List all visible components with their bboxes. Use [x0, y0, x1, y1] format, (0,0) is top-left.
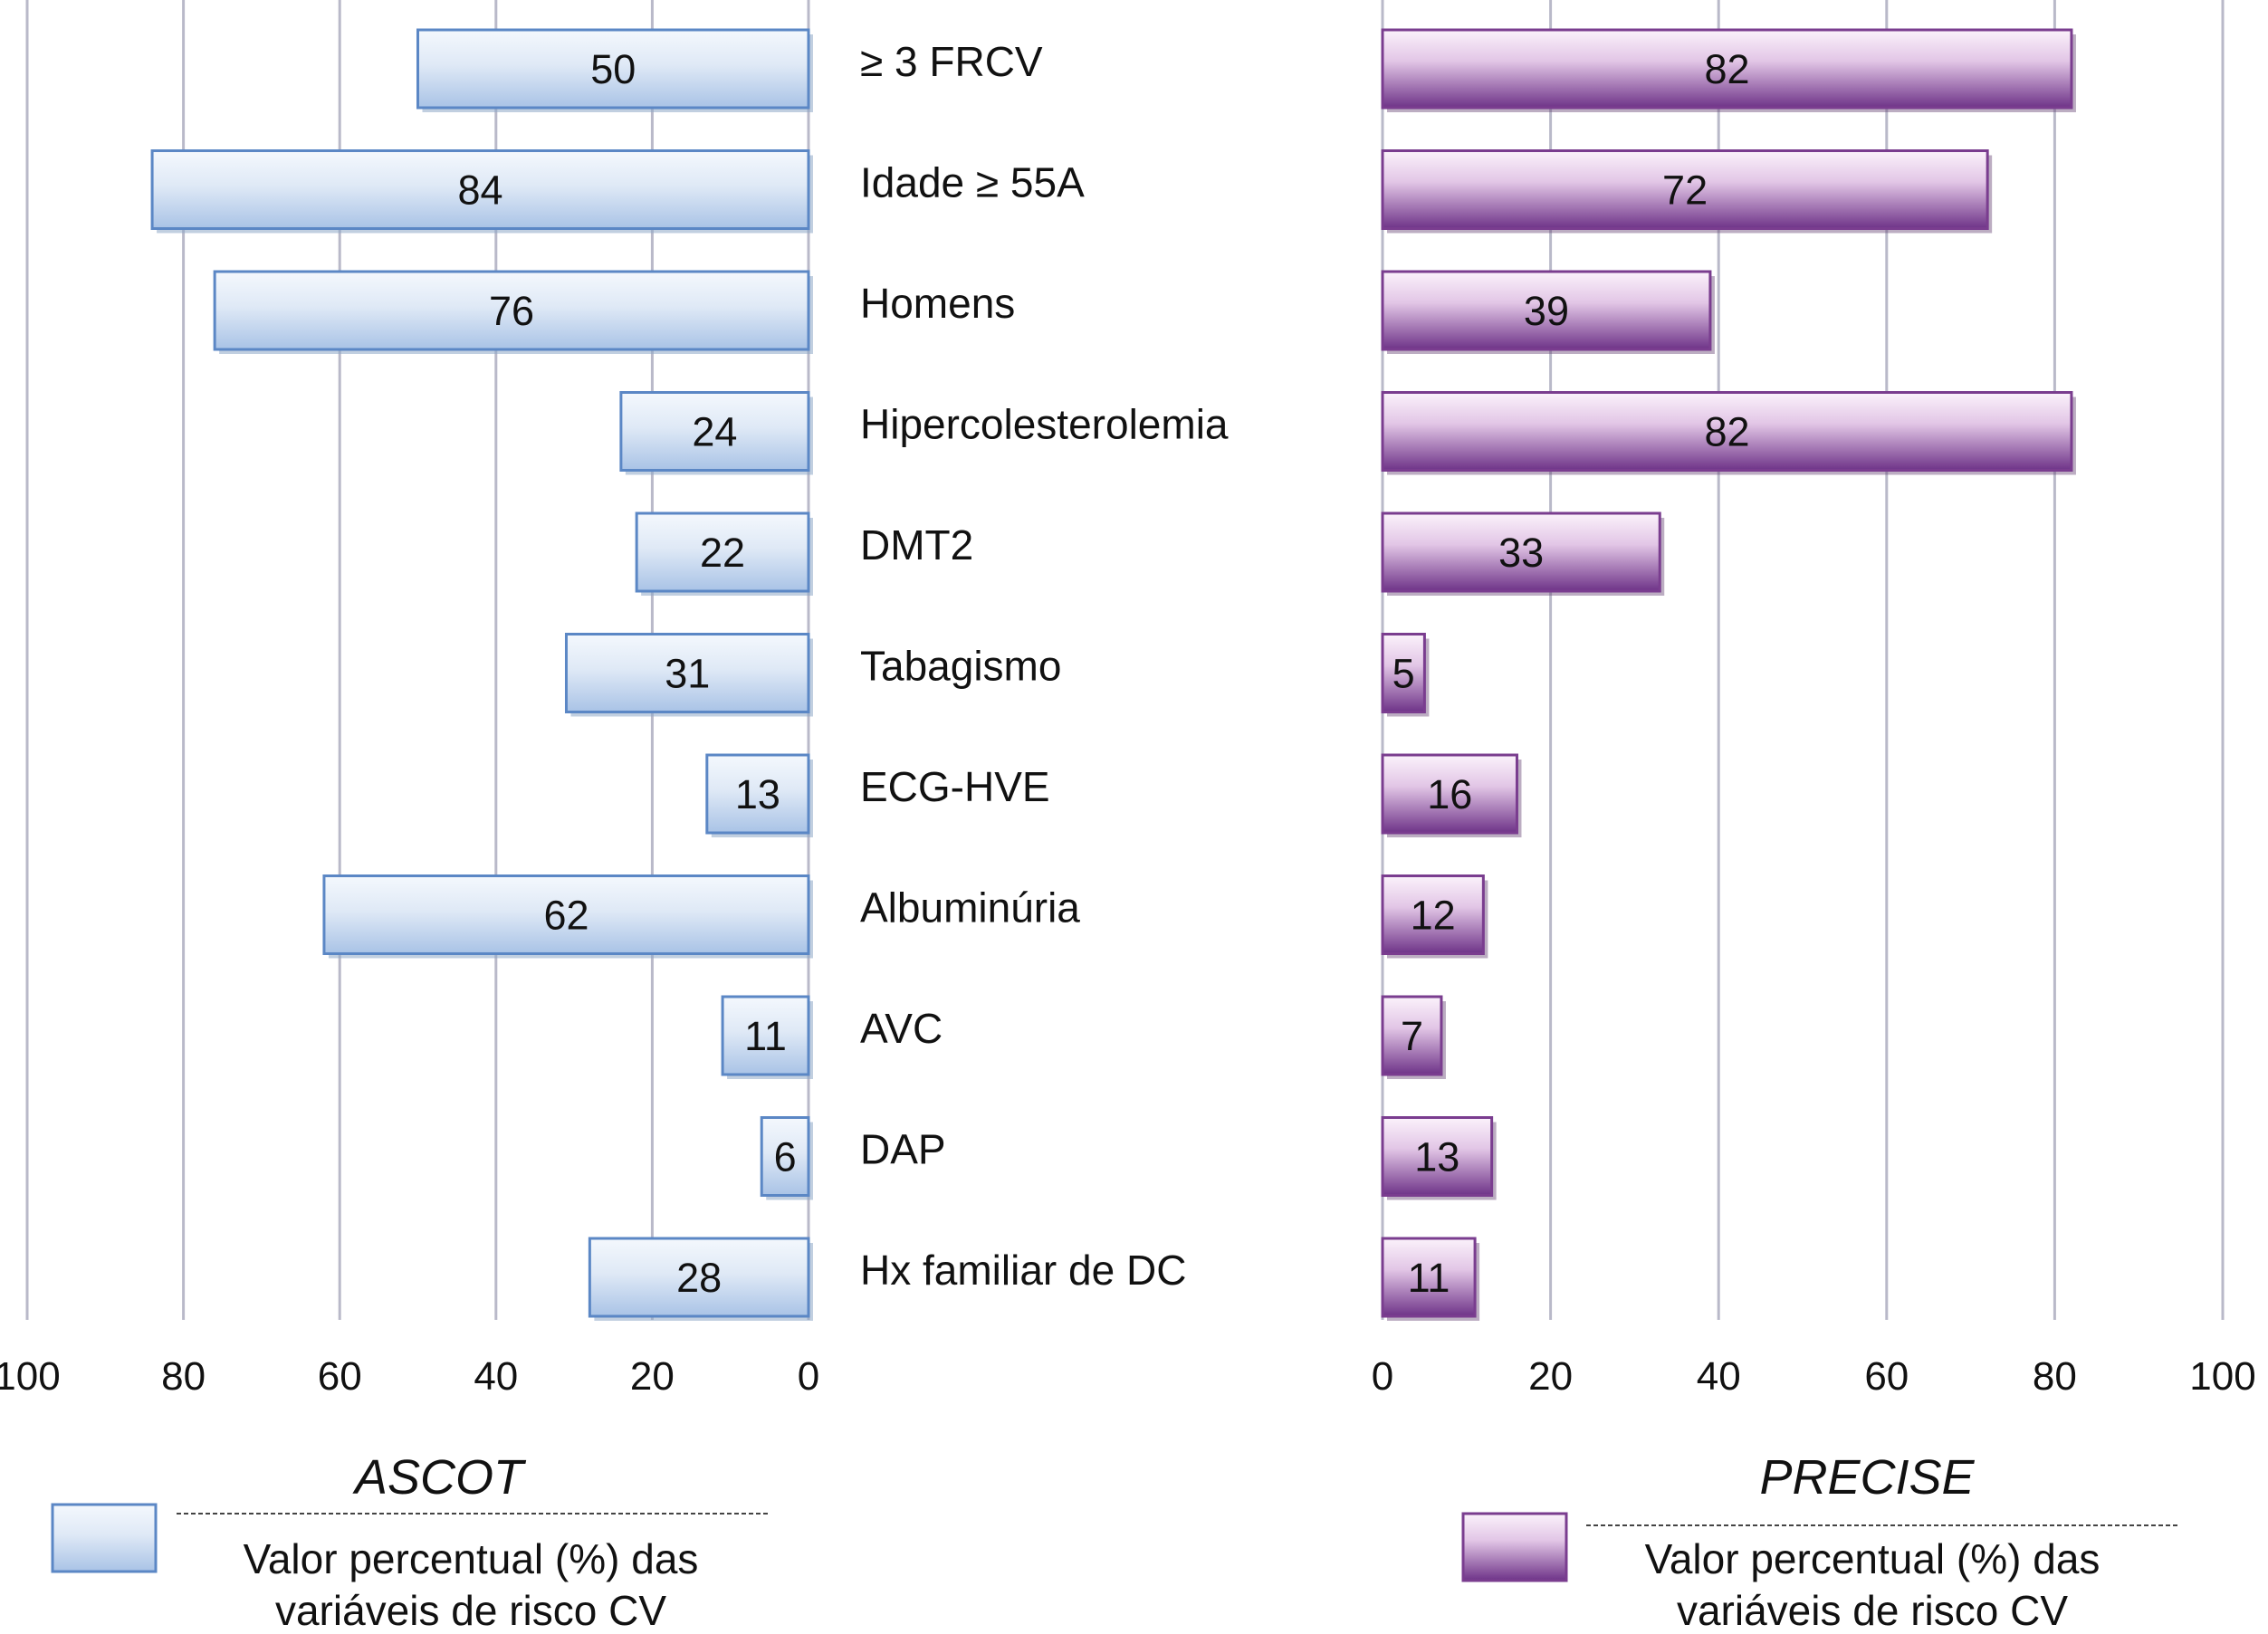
- ascot-bar-row-5: [635, 511, 810, 593]
- ascot-value-label-row-5: 22: [700, 530, 745, 576]
- ascot-value-label-row-8: 62: [543, 893, 589, 939]
- left-tick-label-20: 20: [630, 1354, 675, 1399]
- precise-bar-row-9: [1381, 995, 1443, 1076]
- precise-bars: 82 72 39 82 33 5 16 12 7 13 11: [1381, 28, 2076, 1321]
- category-label-row-4: Hipercolesterolemia: [860, 401, 1229, 448]
- precise-bar-row-5: [1381, 511, 1661, 593]
- legend-ascot-line2: variáveis de risco CV: [275, 1587, 666, 1634]
- legend-precise-title: PRECISE: [1759, 1450, 1975, 1505]
- precise-value-label-row-3: 39: [1524, 288, 1569, 334]
- category-label-row-8: Albuminúria: [860, 884, 1080, 932]
- ascot-bar-row-8: [322, 874, 810, 955]
- ascot-bar-row-4: [619, 391, 810, 472]
- category-label-row-5: DMT2: [860, 521, 973, 569]
- precise-value-label-row-8: 12: [1411, 893, 1456, 939]
- left-tick-label-0: 0: [798, 1354, 819, 1399]
- category-label-row-7: ECG-HVE: [860, 763, 1050, 810]
- ascot-value-label-row-11: 28: [676, 1255, 722, 1301]
- legend-ascot-swatch: [51, 1503, 158, 1573]
- legend-precise-line2: variáveis de risco CV: [1677, 1587, 2068, 1634]
- legend-precise: PRECISE Valor percentual (%) das variáve…: [1461, 1450, 2177, 1634]
- category-label-row-6: Tabagismo: [860, 643, 1061, 690]
- precise-value-label-row-10: 13: [1414, 1134, 1459, 1180]
- right-tick-label-0: 0: [1372, 1354, 1393, 1399]
- precise-value-label-row-9: 7: [1401, 1013, 1423, 1059]
- legend-ascot-title: ASCOT: [352, 1450, 527, 1505]
- ascot-bar-row-11: [588, 1237, 810, 1318]
- precise-value-label-row-4: 82: [1704, 409, 1749, 455]
- precise-bar-row-8: [1381, 874, 1485, 955]
- precise-bar-row-10: [1381, 1116, 1494, 1197]
- right-tick-label-60: 60: [1864, 1354, 1909, 1399]
- left-tick-label-80: 80: [161, 1354, 206, 1399]
- ascot-bar-row-3: [213, 270, 810, 351]
- precise-bar-row-1: [1381, 28, 2073, 110]
- left-tick-label-60: 60: [318, 1354, 362, 1399]
- right-tick-label-40: 40: [1697, 1354, 1741, 1399]
- ascot-bar-row-9: [721, 995, 810, 1076]
- precise-bar-row-4: [1381, 391, 2073, 472]
- category-label-row-2: Idade ≥ 55A: [860, 159, 1085, 206]
- category-label-row-3: Homens: [860, 280, 1015, 327]
- precise-value-label-row-2: 72: [1662, 167, 1708, 214]
- legend-ascot: ASCOT Valor percentual (%) das variáveis…: [51, 1450, 770, 1634]
- ascot-bars: 50 84 76 24 22 31 13 62 11 6 28: [150, 28, 813, 1321]
- ascot-bar-row-6: [564, 633, 810, 713]
- right-tick-label-100: 100: [2189, 1354, 2255, 1399]
- right-axis-ticks: 0 20 40 60 80 100: [1372, 1354, 2256, 1399]
- legend-ascot-line1: Valor percentual (%) das: [244, 1535, 699, 1582]
- ascot-bar-row-2: [150, 149, 810, 230]
- ascot-value-label-row-2: 84: [458, 167, 503, 214]
- precise-value-label-row-1: 82: [1704, 46, 1749, 92]
- precise-value-label-row-6: 5: [1392, 651, 1415, 697]
- ascot-value-label-row-6: 31: [665, 651, 710, 697]
- precise-bar-row-7: [1381, 753, 1518, 835]
- category-labels: ≥ 3 FRCV Idade ≥ 55A Homens Hipercolesterol…: [860, 38, 1229, 1294]
- category-label-row-9: AVC: [860, 1005, 943, 1052]
- left-axis-ticks: 100 80 60 40 20 0: [0, 1354, 819, 1399]
- category-label-row-11: Hx familiar de DC: [860, 1247, 1186, 1294]
- precise-bar-row-6: [1381, 633, 1426, 713]
- ascot-value-label-row-1: 50: [590, 46, 636, 92]
- category-label-row-10: DAP: [860, 1126, 946, 1173]
- ascot-bar-row-10: [760, 1116, 810, 1197]
- ascot-value-label-row-4: 24: [692, 409, 737, 455]
- ascot-value-label-row-10: 6: [774, 1134, 797, 1180]
- legend-precise-line1: Valor percentual (%) das: [1645, 1535, 2101, 1582]
- category-label-row-1: ≥ 3 FRCV: [860, 38, 1043, 85]
- left-tick-label-100: 100: [0, 1354, 61, 1399]
- ascot-bar-row-1: [416, 28, 810, 110]
- ascot-value-label-row-9: 11: [744, 1013, 787, 1059]
- ascot-value-label-row-3: 76: [489, 288, 534, 334]
- ascot-value-label-row-7: 13: [735, 771, 780, 817]
- left-tick-label-40: 40: [474, 1354, 518, 1399]
- legend-precise-swatch: [1461, 1512, 1568, 1582]
- precise-value-label-row-11: 11: [1408, 1255, 1450, 1301]
- ascot-bar-row-7: [705, 753, 810, 835]
- precise-value-label-row-5: 33: [1498, 530, 1544, 576]
- precise-bar-row-11: [1381, 1237, 1477, 1318]
- right-tick-label-20: 20: [1528, 1354, 1573, 1399]
- precise-bar-row-3: [1381, 270, 1712, 351]
- right-tick-label-80: 80: [2033, 1354, 2077, 1399]
- precise-value-label-row-7: 16: [1427, 771, 1472, 817]
- precise-bar-row-2: [1381, 149, 1989, 230]
